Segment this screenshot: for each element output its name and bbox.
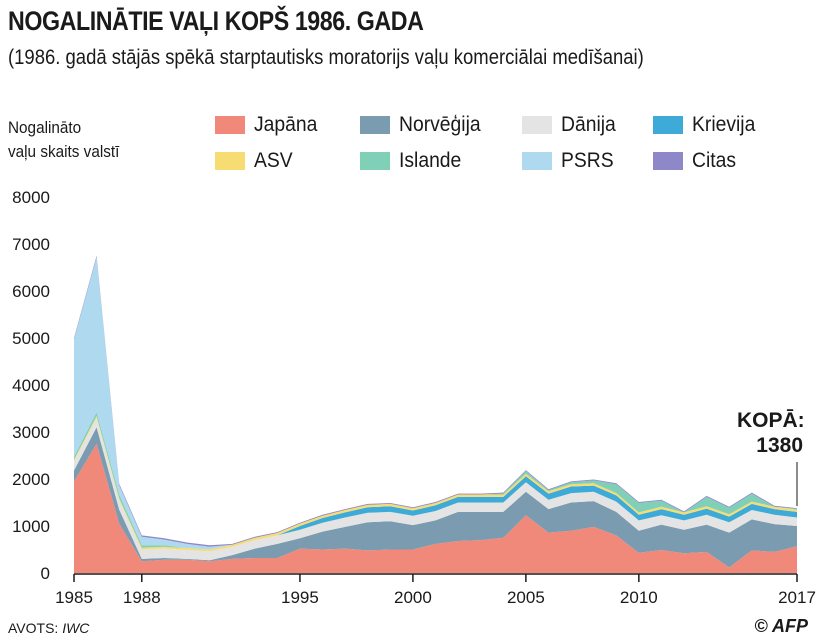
legend-swatch-other: [653, 152, 683, 170]
x-tick-label-1995: 1995: [281, 588, 319, 607]
y-axis-label-line-2: vaļu skaits valstī: [8, 142, 120, 161]
x-tick-label-2017: 2017: [778, 588, 816, 607]
legend-label-usa: ASV: [254, 149, 293, 172]
x-tick-label-2005: 2005: [507, 588, 545, 607]
total-value: 1380: [756, 434, 803, 457]
legend-swatch-japan: [215, 116, 245, 134]
y-axis-label-line-1: Nogalināto: [8, 118, 82, 137]
chart-title: NOGALINĀTIE VAĻI KOPŠ 1986. GADA: [8, 6, 424, 36]
x-tick-label-1985: 1985: [55, 588, 93, 607]
y-tick-label-2000: 2000: [12, 470, 50, 489]
x-tick-label-2010: 2010: [620, 588, 658, 607]
y-tick-label-8000: 8000: [12, 188, 50, 207]
y-tick-label-7000: 7000: [12, 235, 50, 254]
area-series-norvegija: [74, 427, 797, 568]
legend-label-other: Citas: [692, 149, 737, 172]
y-tick-label-3000: 3000: [12, 423, 50, 442]
legend-label-russia: Krievija: [692, 113, 756, 136]
legend-swatch-russia: [653, 116, 683, 134]
legend-item-russia: Krievija: [653, 112, 761, 138]
legend-item-other: Citas: [653, 148, 740, 174]
legend-label-norway: Norvēģija: [399, 113, 481, 136]
legend-item-iceland: Islande: [360, 148, 467, 174]
x-tick-label-1988: 1988: [123, 588, 161, 607]
legend-item-usa: ASV: [215, 148, 296, 174]
legend-label-iceland: Islande: [399, 149, 462, 172]
legend-label-denmark: Dānija: [561, 113, 616, 136]
source-note: AVOTS: IWC: [8, 620, 89, 636]
legend-swatch-norway: [360, 116, 390, 134]
legend-item-japan: Japāna: [215, 112, 323, 138]
y-tick-label-1000: 1000: [12, 517, 50, 536]
y-tick-label-5000: 5000: [12, 329, 50, 348]
y-tick-label-4000: 4000: [12, 376, 50, 395]
legend-label-ussr: PSRS: [561, 149, 614, 172]
legend-swatch-iceland: [360, 152, 390, 170]
source-prefix: AVOTS:: [8, 620, 63, 636]
total-annotation: KOPĀ: 1380: [737, 408, 805, 458]
y-tick-label-0: 0: [41, 564, 50, 583]
y-axis-label: Nogalināto vaļu skaits valstī: [8, 116, 119, 164]
credit-logo: © AFP: [754, 616, 808, 636]
legend-swatch-ussr: [522, 152, 552, 170]
y-tick-label-6000: 6000: [12, 282, 50, 301]
legend-swatch-denmark: [522, 116, 552, 134]
legend-item-ussr: PSRS: [522, 148, 618, 174]
legend-item-norway: Norvēģija: [360, 112, 488, 138]
legend-item-denmark: Dānija: [522, 112, 621, 138]
area-series-japana: [74, 443, 797, 573]
total-label: KOPĀ:: [737, 409, 805, 432]
chart-subtitle: (1986. gadā stājās spēkā starptautisks m…: [8, 46, 644, 69]
legend-swatch-usa: [215, 152, 245, 170]
source-name: IWC: [62, 620, 90, 636]
x-tick-label-2000: 2000: [394, 588, 432, 607]
legend-label-japan: Japāna: [254, 113, 318, 136]
